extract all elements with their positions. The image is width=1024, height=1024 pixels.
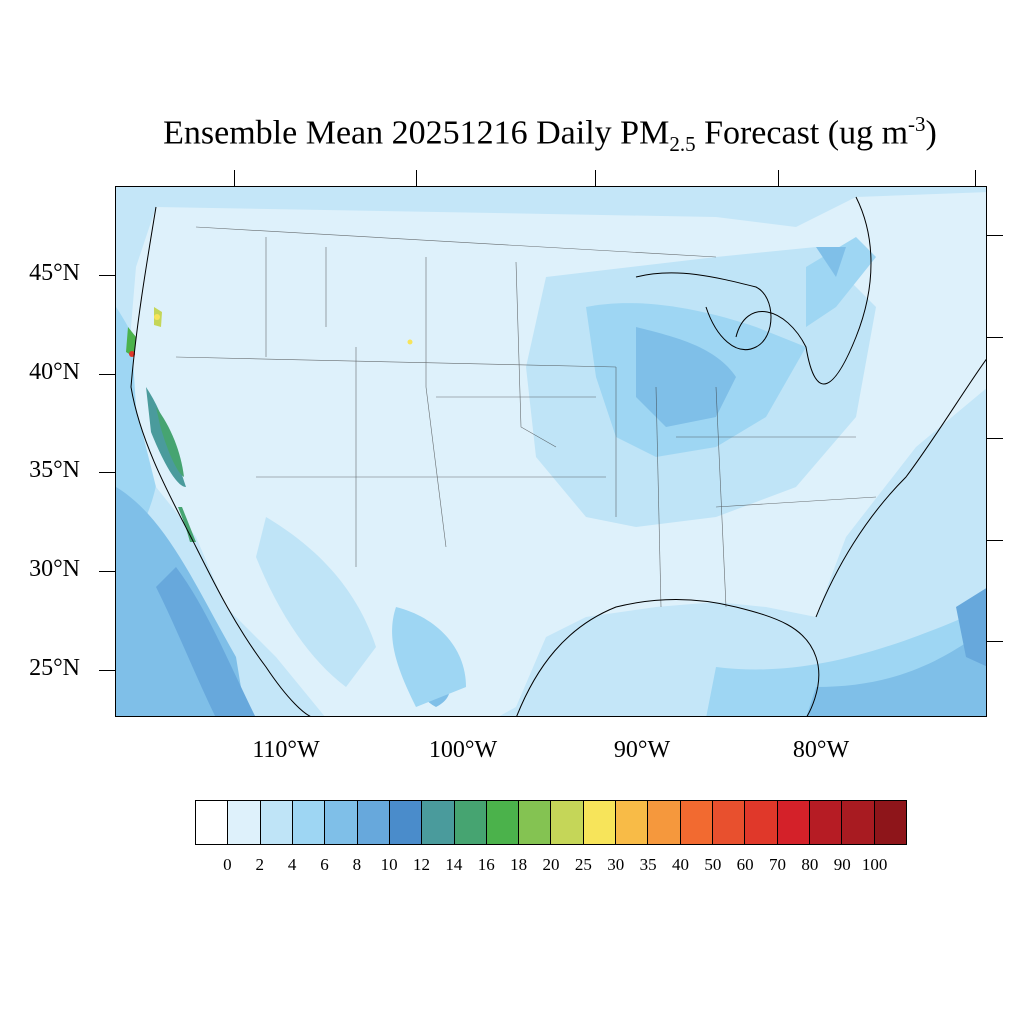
lon-label-100w: 100°W [428, 737, 498, 763]
colorbar-swatch [454, 801, 487, 844]
colorbar-swatch [260, 801, 293, 844]
lat-label-30n: 30°N [29, 556, 80, 582]
colorbar-tick-label: 8 [352, 855, 362, 874]
left-axis-tick [99, 275, 115, 276]
colorbar-swatch [713, 801, 746, 844]
colorbar-swatch [745, 801, 778, 844]
pm25-field-map [116, 187, 986, 716]
colorbar-swatch [196, 801, 229, 844]
colorbar-tick-label: 16 [477, 855, 495, 874]
colorbar-tick-label: 10 [380, 855, 398, 874]
colorbar-tick-label: 100 [861, 855, 888, 874]
colorbar-tick-label: 70 [769, 855, 787, 874]
left-axis-tick [99, 374, 115, 375]
right-axis-tick [987, 235, 1003, 236]
lat-label-35n: 35°N [29, 457, 80, 483]
lat-label-25n: 25°N [29, 655, 80, 681]
colorbar-swatch [616, 801, 649, 844]
colorbar-tick-label: 30 [607, 855, 625, 874]
top-axis-tick [975, 170, 976, 186]
colorbar-swatch [777, 801, 810, 844]
colorbar [195, 800, 907, 845]
colorbar-swatch [422, 801, 455, 844]
colorbar-tick-label: 25 [574, 855, 592, 874]
colorbar-swatch [519, 801, 552, 844]
colorbar-swatch [292, 801, 326, 844]
map-panel [115, 186, 987, 717]
colorbar-tick-label: 2 [255, 855, 264, 874]
colorbar-tick-label: 4 [287, 855, 297, 874]
top-axis-tick [595, 170, 596, 186]
colorbar-tick-label: 20 [542, 855, 560, 874]
colorbar-tick-label: 12 [413, 855, 431, 874]
colorbar-swatch [680, 801, 713, 844]
colorbar-tick-label: 50 [704, 855, 722, 874]
colorbar-swatch [648, 801, 681, 844]
lat-label-40n: 40°N [29, 359, 80, 385]
colorbar-swatch [357, 801, 390, 844]
right-axis-tick [987, 540, 1003, 541]
colorbar-swatch [486, 801, 520, 844]
right-axis-tick [987, 337, 1003, 338]
colorbar-swatch [583, 801, 617, 844]
colorbar-tick-label: 80 [801, 855, 819, 874]
colorbar-swatch [228, 801, 261, 844]
colorbar-tick-label: 0 [223, 855, 232, 874]
colorbar-swatch [874, 801, 906, 844]
colorbar-tick-label: 18 [510, 855, 528, 874]
right-axis-tick [987, 438, 1003, 439]
left-axis-tick [99, 670, 115, 671]
colorbar-swatch [325, 801, 358, 844]
lon-label-110w: 110°W [252, 737, 320, 763]
top-axis-tick [234, 170, 235, 186]
left-axis-tick [99, 571, 115, 572]
top-axis-tick [416, 170, 417, 186]
colorbar-swatch [842, 801, 875, 844]
top-axis-tick [778, 170, 779, 186]
colorbar-tick-label: 6 [320, 855, 329, 874]
colorbar-tick-label: 35 [639, 855, 657, 874]
lon-label-90w: 90°W [613, 737, 671, 763]
colorbar-tick-label: 90 [833, 855, 851, 874]
right-axis-tick [987, 641, 1003, 642]
lat-label-45n: 45°N [29, 260, 80, 286]
colorbar-swatch [551, 801, 584, 844]
lon-label-80w: 80°W [792, 737, 850, 763]
left-axis-tick [99, 472, 115, 473]
colorbar-tick-label: 60 [736, 855, 754, 874]
colorbar-tick-label: 14 [445, 855, 463, 874]
map-title: Ensemble Mean 20251216 Daily PM2.5 Forec… [163, 112, 937, 157]
colorbar-swatch [809, 801, 843, 844]
colorbar-tick-label: 40 [671, 855, 689, 874]
colorbar-swatch [389, 801, 423, 844]
